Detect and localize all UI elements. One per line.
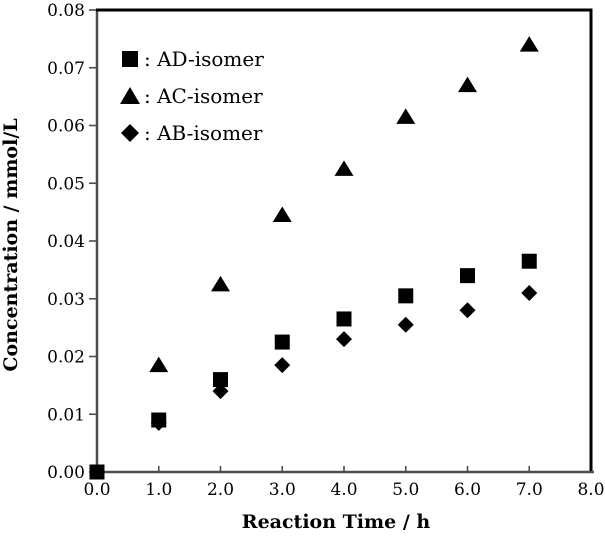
AC-isomer-data-point bbox=[396, 108, 416, 124]
AB-isomer-data-point bbox=[521, 284, 538, 301]
x-axis-tick-label: 3.0 bbox=[269, 480, 296, 500]
x-axis-tick-label: 0.0 bbox=[83, 480, 110, 500]
y-axis-tick-label: 0.00 bbox=[47, 463, 85, 483]
x-axis-tick-label: 6.0 bbox=[454, 480, 481, 500]
legend-triangle-marker-icon bbox=[120, 87, 140, 104]
y-axis-tick-label: 0.07 bbox=[47, 59, 85, 79]
x-axis-tick-label: 2.0 bbox=[207, 480, 234, 500]
AC-isomer-data-point bbox=[458, 76, 477, 93]
y-axis-tick-label: 0.04 bbox=[47, 232, 85, 252]
legend-label: : AD-isomer bbox=[144, 47, 264, 71]
y-axis-tick-label: 0.08 bbox=[47, 1, 85, 21]
y-axis-tick-label: 0.01 bbox=[47, 405, 85, 425]
AD-isomer-data-point bbox=[151, 412, 167, 428]
AD-isomer-data-point bbox=[274, 334, 290, 350]
AB-isomer-data-point bbox=[336, 331, 352, 348]
x-axis-tick-label: 1.0 bbox=[145, 480, 172, 500]
plot-area bbox=[97, 10, 591, 472]
AD-isomer-data-point bbox=[398, 288, 414, 304]
AB-isomer-data-point bbox=[397, 316, 414, 333]
AC-isomer-data-point bbox=[334, 160, 354, 176]
legend-diamond-marker-icon bbox=[121, 124, 139, 142]
AC-isomer-data-point bbox=[519, 36, 539, 52]
AB-isomer-data-point bbox=[212, 383, 229, 400]
AB-isomer-data-point bbox=[459, 302, 476, 319]
legend-square-marker-icon bbox=[122, 51, 138, 67]
AC-isomer-data-point bbox=[149, 356, 169, 373]
AD-isomer-data-point bbox=[336, 311, 352, 327]
y-axis-tick-label: 0.05 bbox=[47, 174, 85, 194]
y-axis-tick-label: 0.03 bbox=[47, 290, 85, 310]
legend-label: : AB-isomer bbox=[144, 121, 263, 145]
AC-isomer-data-point bbox=[272, 206, 292, 223]
x-axis-tick-label: 5.0 bbox=[392, 480, 419, 500]
y-axis-tick-label: 0.02 bbox=[47, 348, 85, 368]
y-axis-tick-label: 0.06 bbox=[47, 117, 85, 137]
x-axis-tick-label: 4.0 bbox=[330, 480, 357, 500]
AD-isomer-data-point bbox=[460, 268, 475, 284]
AC-isomer-data-point bbox=[211, 275, 230, 292]
AD-isomer-data-point bbox=[521, 253, 537, 269]
AD-isomer-data-point bbox=[89, 464, 105, 480]
x-axis-title: Reaction Time / h bbox=[242, 511, 431, 533]
AB-isomer-data-point bbox=[274, 357, 291, 374]
x-axis-tick-label: 7.0 bbox=[516, 480, 543, 500]
legend-label: : AC-isomer bbox=[144, 84, 263, 108]
x-axis-tick-label: 8.0 bbox=[577, 480, 604, 500]
AD-isomer-data-point bbox=[213, 372, 228, 388]
y-axis-title: Concentration / mmol/L bbox=[0, 118, 22, 371]
